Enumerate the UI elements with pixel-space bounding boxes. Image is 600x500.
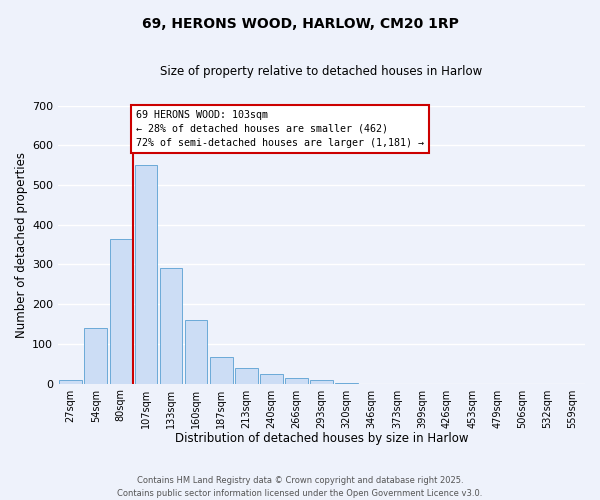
X-axis label: Distribution of detached houses by size in Harlow: Distribution of detached houses by size … bbox=[175, 432, 469, 445]
Bar bbox=[210, 357, 233, 384]
Bar bbox=[85, 328, 107, 384]
Bar bbox=[235, 368, 257, 384]
Bar bbox=[285, 378, 308, 384]
Bar bbox=[59, 380, 82, 384]
Y-axis label: Number of detached properties: Number of detached properties bbox=[15, 152, 28, 338]
Title: Size of property relative to detached houses in Harlow: Size of property relative to detached ho… bbox=[160, 65, 483, 78]
Bar bbox=[134, 165, 157, 384]
Bar bbox=[185, 320, 208, 384]
Bar bbox=[110, 238, 132, 384]
Text: 69, HERONS WOOD, HARLOW, CM20 1RP: 69, HERONS WOOD, HARLOW, CM20 1RP bbox=[142, 18, 458, 32]
Bar bbox=[160, 268, 182, 384]
Text: 69 HERONS WOOD: 103sqm
← 28% of detached houses are smaller (462)
72% of semi-de: 69 HERONS WOOD: 103sqm ← 28% of detached… bbox=[136, 110, 424, 148]
Bar bbox=[310, 380, 333, 384]
Bar bbox=[260, 374, 283, 384]
Bar bbox=[335, 383, 358, 384]
Text: Contains HM Land Registry data © Crown copyright and database right 2025.
Contai: Contains HM Land Registry data © Crown c… bbox=[118, 476, 482, 498]
